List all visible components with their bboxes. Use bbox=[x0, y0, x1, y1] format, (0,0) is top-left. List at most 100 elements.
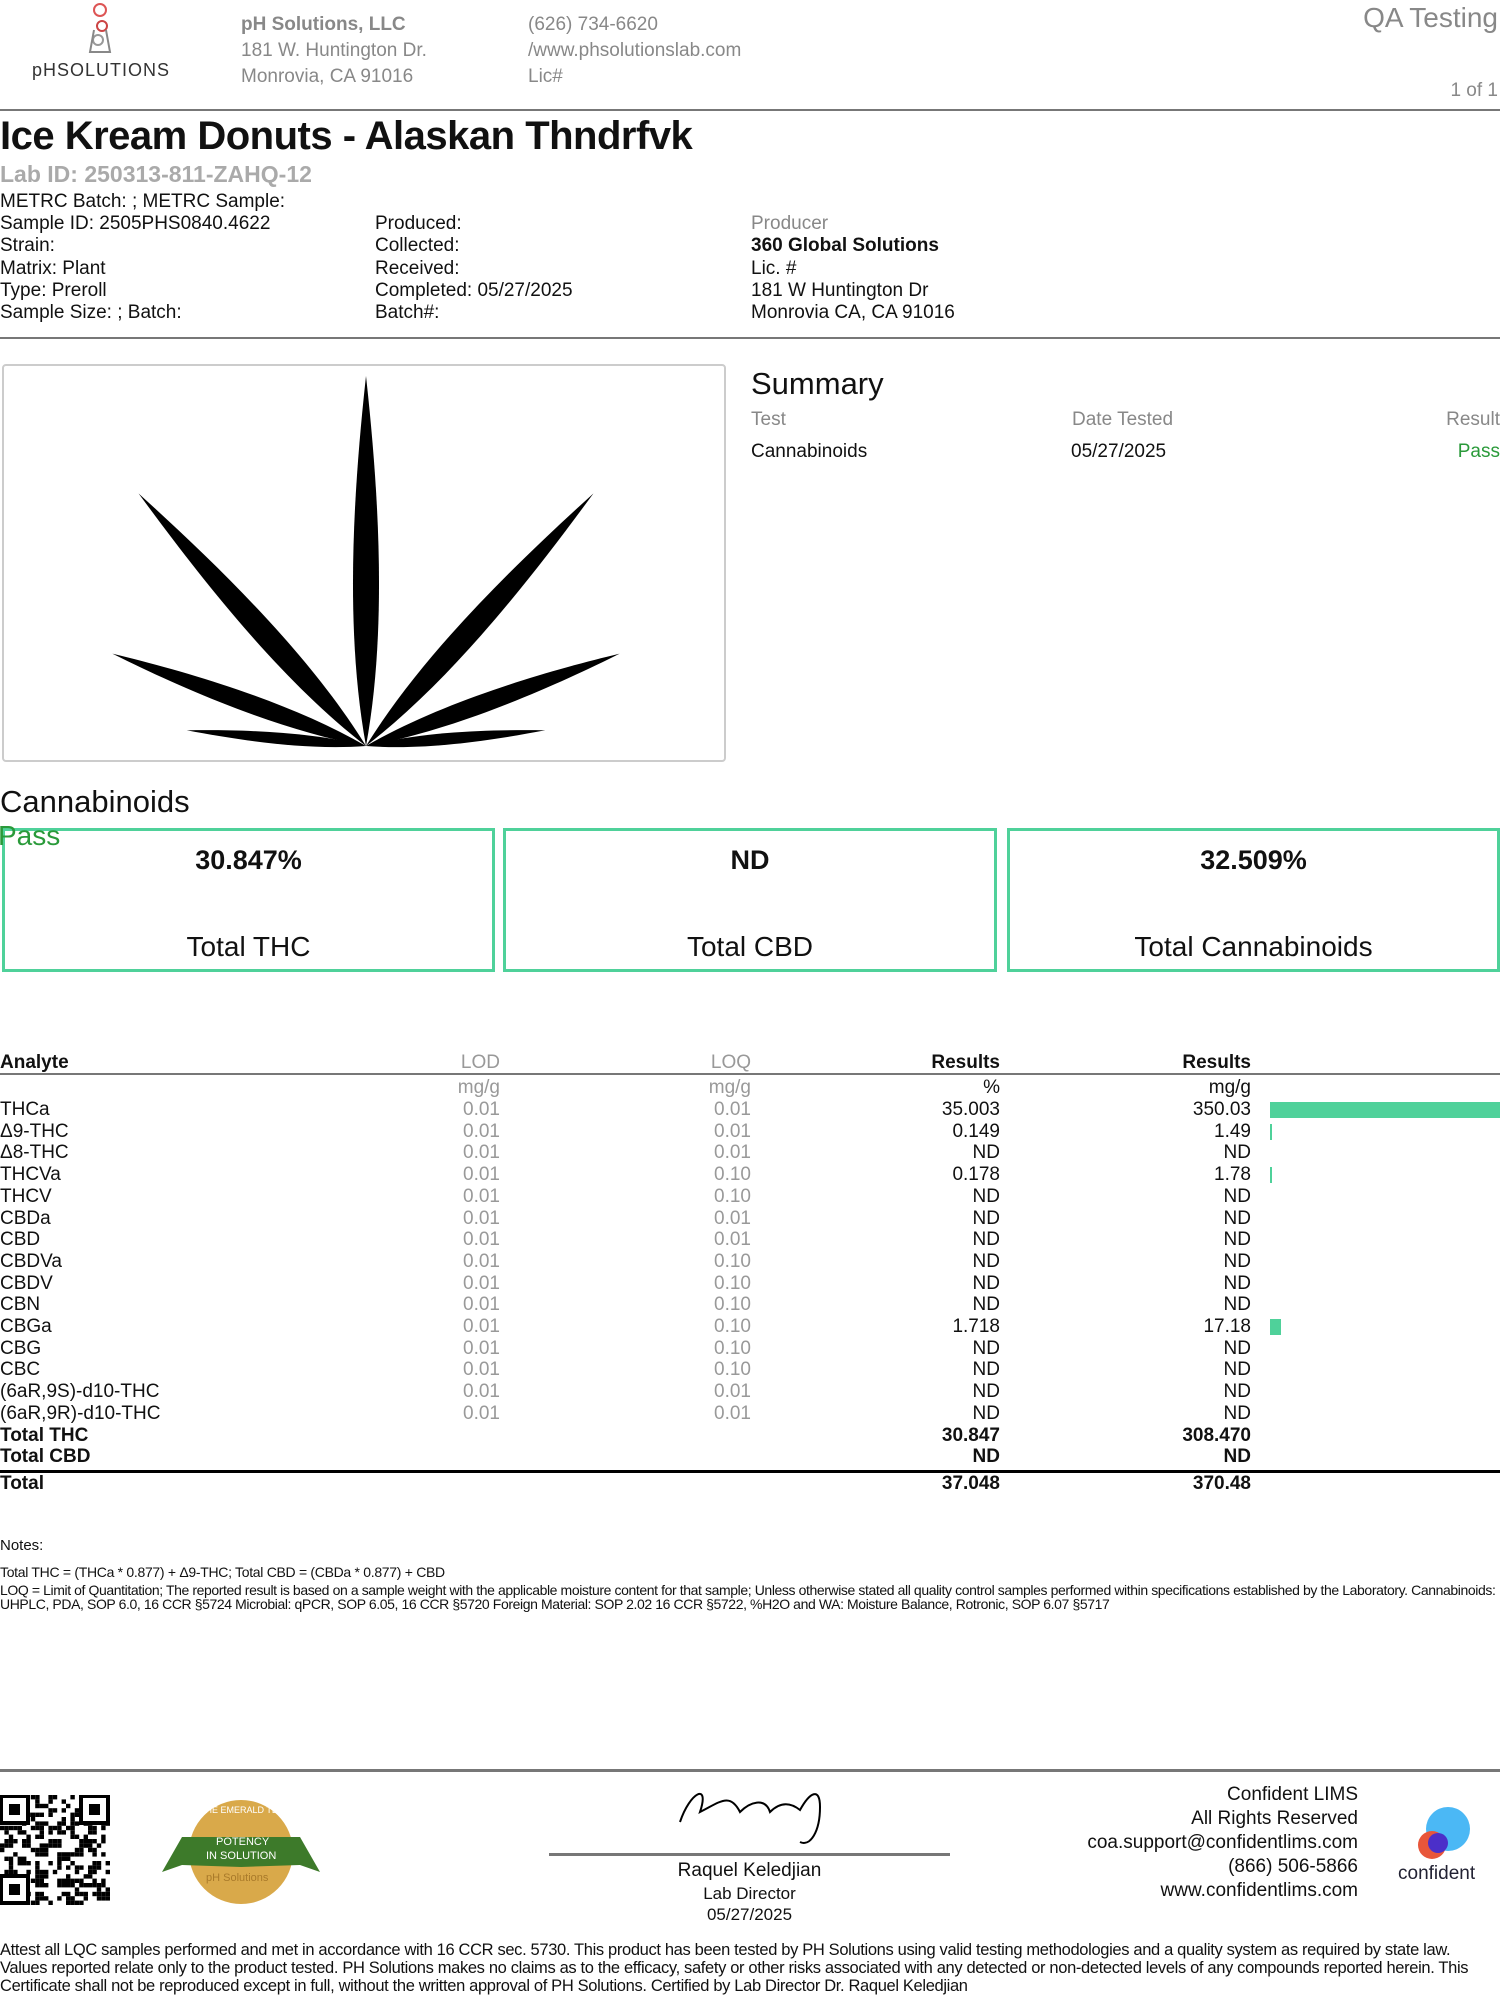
cell-analyte: THCa bbox=[0, 1099, 50, 1120]
cell-lod: 0.01 bbox=[463, 1142, 500, 1164]
unit-loq: mg/g bbox=[708, 1077, 751, 1098]
table-row: THCa 0.01 0.01 35.003 350.03 bbox=[0, 1099, 1500, 1121]
producer-address1: 181 W Huntington Dr bbox=[751, 279, 929, 301]
table-row: CBD 0.01 0.01 ND ND bbox=[0, 1229, 1500, 1251]
summary-result: Pass bbox=[1457, 441, 1500, 462]
table-row: THCV 0.01 0.10 ND ND bbox=[0, 1186, 1500, 1208]
cell-loq: 0.10 bbox=[714, 1337, 751, 1359]
cell-analyte: Δ9-THC bbox=[0, 1120, 69, 1142]
cell-analyte: (6aR,9R)-d10-THC bbox=[0, 1402, 161, 1424]
header-divider bbox=[0, 1073, 1500, 1075]
seal-text-top: THE EMERALD TEST bbox=[200, 1805, 290, 1815]
summary-header-test: Test bbox=[751, 409, 786, 430]
total-cannabinoids-value: 32.509% bbox=[1200, 845, 1307, 875]
result-bar bbox=[1270, 1102, 1500, 1118]
header-results-mg: Results bbox=[1182, 1052, 1251, 1073]
cell-result-mg: 350.03 bbox=[1192, 1099, 1251, 1120]
company-name: pH Solutions, LLC bbox=[241, 14, 406, 35]
cell-lod: 0.01 bbox=[463, 1120, 500, 1142]
cell-result-mg: ND bbox=[1223, 1185, 1251, 1207]
seal-text-potency: POTENCY bbox=[216, 1836, 270, 1848]
cell-result-pct: 0.178 bbox=[952, 1164, 1000, 1186]
grand-total-mg: 370.48 bbox=[1192, 1473, 1251, 1494]
header-loq: LOQ bbox=[710, 1052, 751, 1073]
cell-result-pct: ND bbox=[972, 1272, 1000, 1294]
cell-result-pct: 0.149 bbox=[952, 1120, 1000, 1142]
cell-lod: 0.01 bbox=[463, 1294, 500, 1316]
signature-line bbox=[549, 1853, 950, 1856]
emerald-test-seal: THE EMERALD TEST POTENCY IN SOLUTION pH … bbox=[160, 1797, 322, 1907]
grand-total-pct: 37.048 bbox=[941, 1473, 1000, 1494]
cannabinoids-status: Pass bbox=[0, 820, 61, 851]
result-bar bbox=[1270, 1123, 1272, 1140]
result-bar bbox=[1270, 1167, 1272, 1184]
summary-date: 05/27/2025 bbox=[1071, 441, 1167, 462]
units-row: mg/g mg/g % mg/g bbox=[0, 1077, 1500, 1099]
notes-label: Notes: bbox=[0, 1537, 44, 1554]
unit-lod: mg/g bbox=[457, 1077, 500, 1098]
summary-test: Cannabinoids bbox=[751, 441, 868, 462]
grand-total-label: Total bbox=[0, 1473, 44, 1494]
cell-lod: 0.01 bbox=[463, 1402, 500, 1424]
total-thc-value: 30.847% bbox=[195, 845, 302, 875]
total-pct: 30.847 bbox=[941, 1424, 1000, 1446]
total-row: Total CBD ND ND bbox=[0, 1446, 1500, 1468]
cell-result-pct: ND bbox=[972, 1359, 1000, 1381]
cell-analyte: THCV bbox=[0, 1185, 52, 1207]
table-row: CBG 0.01 0.10 ND ND bbox=[0, 1338, 1500, 1360]
cell-result-mg: 17.18 bbox=[1203, 1316, 1251, 1337]
header-results-pct: Results bbox=[931, 1052, 1000, 1073]
produced: Produced: bbox=[375, 213, 462, 234]
cell-lod: 0.01 bbox=[463, 1337, 500, 1359]
qr-code-icon[interactable] bbox=[0, 1795, 112, 1905]
header-analyte: Analyte bbox=[0, 1052, 69, 1073]
disclaimer: Attest all LQC samples performed and met… bbox=[0, 1941, 1469, 1995]
cell-lod: 0.01 bbox=[463, 1185, 500, 1207]
received: Received: bbox=[375, 257, 460, 279]
cell-result-mg: ND bbox=[1223, 1229, 1251, 1251]
total-pct: ND bbox=[972, 1446, 1000, 1468]
cell-lod: 0.01 bbox=[463, 1272, 500, 1294]
cell-loq: 0.01 bbox=[714, 1207, 751, 1229]
company-phone: (626) 734-6620 bbox=[528, 14, 658, 35]
cell-result-pct: 1.718 bbox=[952, 1316, 1000, 1337]
cell-analyte: CBC bbox=[0, 1359, 41, 1381]
table-row: Δ9-THC 0.01 0.01 0.149 1.49 bbox=[0, 1121, 1500, 1143]
producer-license: Lic. # bbox=[751, 257, 797, 279]
cell-analyte: CBDVa bbox=[0, 1250, 62, 1272]
cell-result-pct: ND bbox=[972, 1207, 1000, 1229]
grand-total-row: Total 37.048 370.48 bbox=[0, 1473, 1500, 1495]
signature-image bbox=[679, 1792, 822, 1844]
total-thc-label: Total THC bbox=[186, 931, 311, 962]
cell-loq: 0.01 bbox=[714, 1099, 751, 1120]
cannabinoids-title: Cannabinoids bbox=[0, 784, 190, 819]
cell-lod: 0.01 bbox=[463, 1099, 500, 1120]
cell-result-mg: ND bbox=[1223, 1337, 1251, 1359]
total-label: Total CBD bbox=[0, 1446, 91, 1468]
company-license: Lic# bbox=[528, 66, 563, 87]
table-header: Analyte LOD LOQ Results Results bbox=[0, 1052, 1500, 1074]
product-title: Ice Kream Donuts - Alaskan Thndrfvk bbox=[0, 114, 693, 158]
cell-lod: 0.01 bbox=[463, 1207, 500, 1229]
unit-pct: % bbox=[983, 1077, 1000, 1098]
cell-lod: 0.01 bbox=[463, 1359, 500, 1381]
table-row: THCVa 0.01 0.10 0.178 1.78 bbox=[0, 1164, 1500, 1186]
cell-result-pct: ND bbox=[972, 1402, 1000, 1424]
metrc-line: METRC Batch: ; METRC Sample: bbox=[0, 191, 286, 212]
cell-lod: 0.01 bbox=[463, 1229, 500, 1251]
total-cbd-box: ND Total CBD bbox=[503, 828, 997, 972]
completed: Completed: 05/27/2025 bbox=[375, 279, 573, 301]
summary-title: Summary bbox=[751, 366, 884, 401]
table-row: Δ8-THC 0.01 0.01 ND ND bbox=[0, 1142, 1500, 1164]
cell-result-mg: ND bbox=[1223, 1359, 1251, 1381]
total-cbd-value: ND bbox=[730, 845, 770, 875]
sign-date: 05/27/2025 bbox=[706, 1905, 793, 1924]
cell-analyte: CBDa bbox=[0, 1207, 51, 1229]
cell-result-pct: ND bbox=[972, 1381, 1000, 1403]
cell-result-pct: ND bbox=[972, 1142, 1000, 1164]
cell-analyte: CBD bbox=[0, 1229, 41, 1251]
lims-email[interactable]: coa.support@confidentlims.com bbox=[1087, 1832, 1358, 1853]
lims-website[interactable]: www.confidentlims.com bbox=[1160, 1880, 1358, 1901]
company-website[interactable]: /www.phsolutionslab.com bbox=[528, 40, 742, 61]
cell-result-mg: ND bbox=[1223, 1381, 1251, 1403]
